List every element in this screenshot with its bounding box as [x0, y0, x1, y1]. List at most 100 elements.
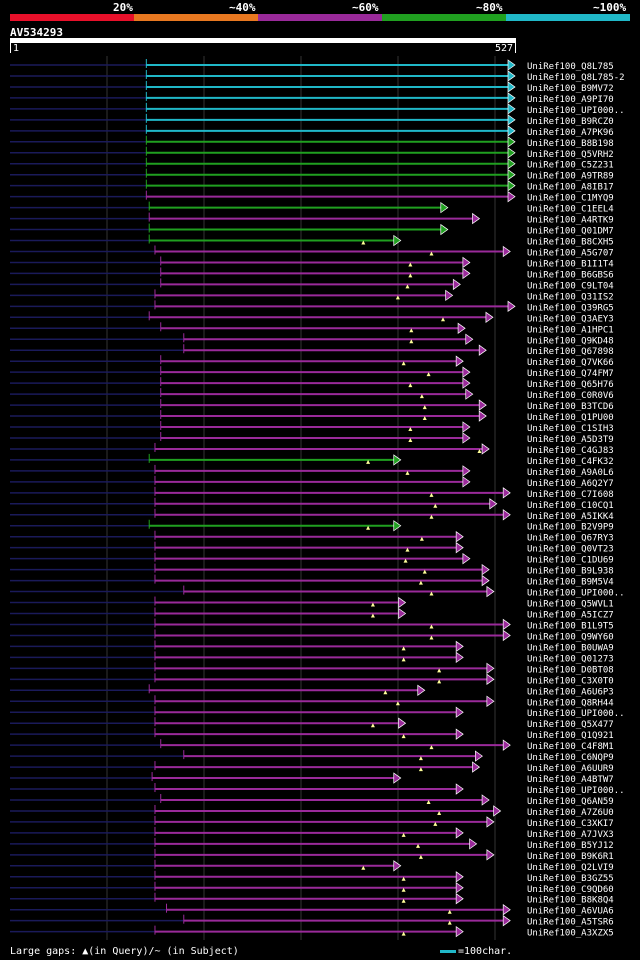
hit-label: UniRef100_C4FK32: [527, 457, 614, 467]
hit-arrow: [393, 454, 402, 466]
hit-label: UniRef100_Q3AEY3: [527, 314, 614, 324]
hit-arrow: [465, 333, 474, 345]
hit-label: UniRef100_Q8RH44: [527, 698, 614, 708]
identity-color-legend: [10, 14, 630, 21]
hit-arrow: [507, 125, 516, 137]
query-gap-marker: [401, 887, 406, 892]
legend-label: ~60%: [352, 1, 379, 14]
hit-arrow: [455, 651, 464, 664]
hit-label: UniRef100_B0UWA9: [527, 643, 614, 653]
hit-label: UniRef100_Q01DM7: [527, 227, 614, 237]
hit-arrow: [440, 223, 449, 236]
hit-arrow: [507, 190, 516, 203]
query-gap-marker: [433, 503, 438, 508]
hit-label: UniRef100_Q9WY60: [527, 632, 614, 642]
hit-arrow: [457, 322, 466, 334]
hit-arrow: [455, 640, 464, 653]
hit-arrow: [462, 432, 471, 444]
hit-label: UniRef100_B5YJ12: [527, 841, 614, 851]
hit-arrow: [507, 158, 516, 170]
hit-arrow: [465, 388, 474, 400]
query-gap-marker: [401, 876, 406, 881]
legend-swatch: [258, 14, 382, 21]
query-gap-marker: [405, 470, 410, 475]
query-gap-marker: [429, 624, 434, 629]
hit-label: UniRef100_B8CXH5: [527, 238, 614, 248]
hit-arrow: [398, 607, 407, 620]
query-gap-marker: [395, 295, 400, 300]
legend-label: ~100%: [593, 1, 627, 14]
hit-label: UniRef100_A6U6P3: [527, 687, 614, 697]
hit-arrow: [462, 465, 471, 477]
hit-arrow: [502, 739, 511, 751]
query-gap-marker: [419, 394, 424, 399]
legend-swatch: [134, 14, 258, 21]
legend-swatch: [10, 14, 134, 21]
hit-label: UniRef100_A9PI70: [527, 95, 614, 105]
hit-label: UniRef100_C4GJ83: [527, 446, 614, 456]
hit-arrow: [469, 838, 478, 850]
hit-label: UniRef100_A5TSR6: [527, 918, 614, 928]
hit-arrow: [502, 914, 511, 927]
hit-label: UniRef100_UPI000..: [527, 589, 625, 599]
hit-label: UniRef100_Q8L785: [527, 62, 614, 72]
hit-label: UniRef100_C10CQ1: [527, 501, 614, 511]
hit-label: UniRef100_UPI000..: [527, 106, 625, 116]
hit-arrow: [462, 256, 471, 269]
query-gap-marker: [370, 613, 375, 618]
hit-arrow: [502, 904, 511, 916]
query-gap-marker: [395, 701, 400, 706]
hit-label: UniRef100_A6UUR9: [527, 764, 614, 774]
query-gap-marker: [370, 723, 375, 728]
hit-arrow: [486, 816, 495, 828]
hit-arrow: [486, 849, 495, 861]
query-gap-marker: [401, 931, 406, 936]
hit-label: UniRef100_Q1PU00: [527, 413, 614, 423]
query-gap-marker: [429, 745, 434, 750]
hit-arrow: [481, 563, 490, 576]
hit-label: UniRef100_C5Z231: [527, 161, 614, 171]
hit-arrow: [486, 673, 495, 686]
hit-arrow: [507, 169, 516, 181]
hit-arrow: [455, 541, 464, 554]
query-gap-marker: [437, 810, 442, 815]
hit-arrow: [502, 487, 511, 499]
query-gap-marker: [477, 448, 482, 453]
hit-arrow: [393, 860, 402, 872]
hit-arrow: [417, 684, 426, 696]
hit-arrow: [502, 509, 511, 521]
hit-label: UniRef100_Q01273: [527, 654, 614, 664]
hit-label: UniRef100_B1I1T4: [527, 259, 614, 269]
query-gap-marker: [437, 679, 442, 684]
query-gap-marker: [447, 909, 452, 914]
query-gap-marker: [422, 416, 427, 421]
hit-arrow: [507, 147, 516, 159]
query-gap-marker: [426, 799, 431, 804]
query-gap-marker: [401, 657, 406, 662]
hit-label: UniRef100_A1HPC1: [527, 325, 614, 335]
hit-label: UniRef100_B9L938: [527, 567, 614, 577]
hit-arrow: [462, 421, 471, 433]
query-gap-marker: [408, 437, 413, 442]
hit-arrow: [507, 59, 516, 71]
hit-arrow: [462, 366, 471, 378]
hit-arrow: [462, 552, 471, 565]
hit-arrow: [502, 618, 511, 631]
hit-label: UniRef100_UPI000..: [527, 786, 625, 796]
hit-label: UniRef100_C1SIH3: [527, 424, 614, 434]
query-gap-marker: [418, 854, 423, 859]
hit-label: UniRef100_Q31IS2: [527, 292, 614, 302]
query-gap-marker: [361, 240, 366, 245]
hit-label: UniRef100_C6NQP9: [527, 753, 614, 763]
query-gap-marker: [437, 668, 442, 673]
hit-arrow: [485, 311, 494, 323]
query-gap-marker: [419, 536, 424, 541]
legend-swatch: [506, 14, 630, 21]
hit-arrow: [502, 629, 511, 642]
hit-label: UniRef100_Q9KD48: [527, 336, 614, 346]
hit-arrow: [472, 212, 481, 225]
query-gap-marker: [422, 569, 427, 574]
query-gap-marker: [429, 635, 434, 640]
hit-arrow: [462, 267, 471, 280]
hit-arrow: [455, 882, 464, 894]
